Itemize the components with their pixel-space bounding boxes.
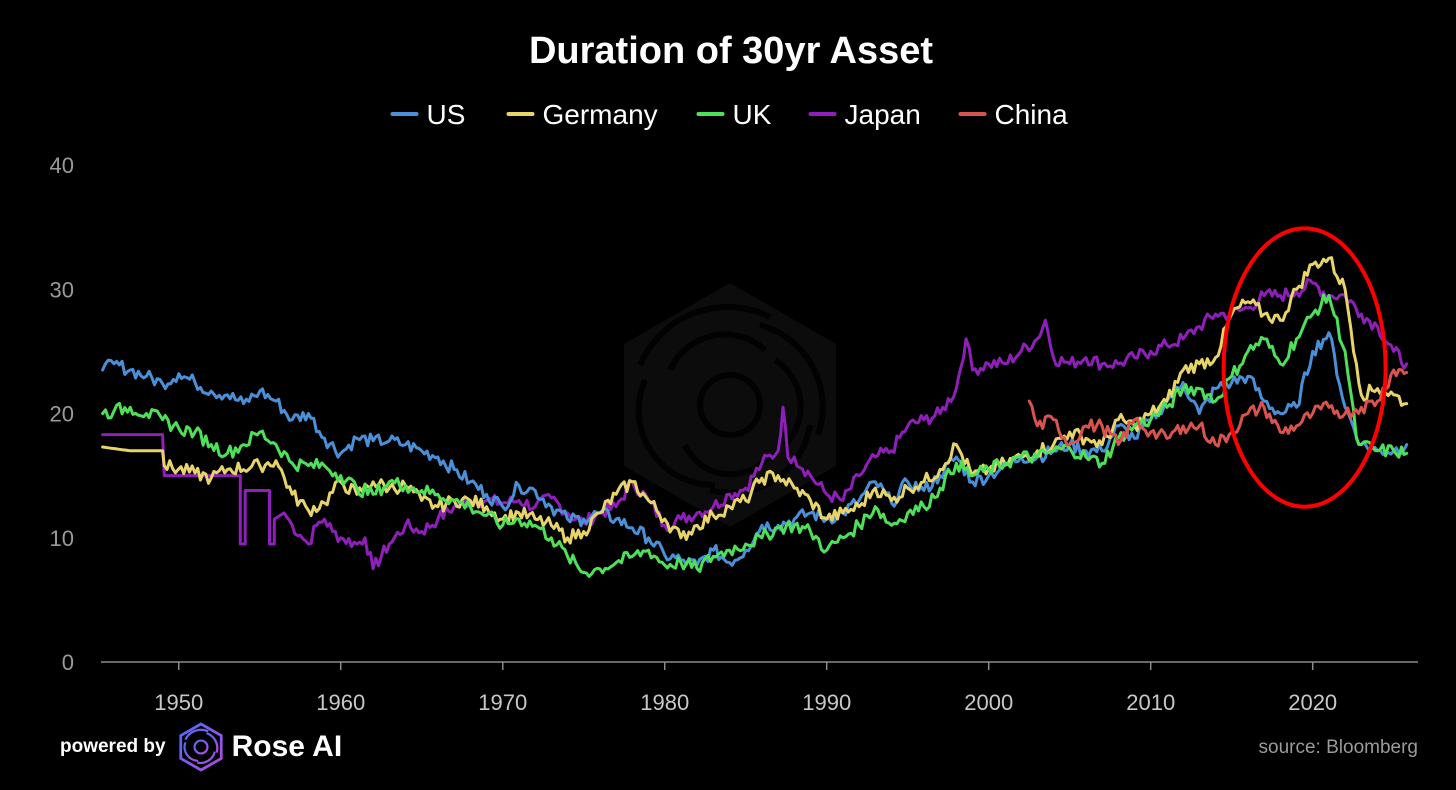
x-tick-label-2020: 2020 — [1288, 690, 1337, 715]
x-tick-label-2000: 2000 — [964, 690, 1013, 715]
y-tick-label-40: 40 — [50, 153, 74, 178]
x-tick-label-1990: 1990 — [802, 690, 851, 715]
y-tick-label-0: 0 — [62, 650, 74, 675]
legend-label-uk: UK — [733, 99, 772, 130]
y-tick-label-30: 30 — [50, 277, 74, 302]
series-layer — [101, 256, 1409, 578]
source-label: source: Bloomberg — [1258, 737, 1418, 758]
legend-label-germany: Germany — [543, 99, 658, 130]
watermark-logo — [624, 283, 836, 527]
legend-item-japan[interactable]: Japan — [808, 99, 921, 130]
chart-title: Duration of 30yr Asset — [529, 30, 933, 72]
annotation-layer — [1221, 226, 1388, 509]
x-tick-label-1960: 1960 — [316, 690, 365, 715]
y-axis: 0 10 20 30 40 — [50, 153, 74, 675]
legend-label-japan: Japan — [845, 99, 921, 130]
powered-by-badge[interactable]: powered by Rose AI — [60, 722, 342, 772]
y-tick-label-10: 10 — [50, 526, 74, 551]
legend-item-us[interactable]: US — [390, 99, 466, 130]
legend: US Germany UK Japan China — [390, 99, 1069, 130]
series-line-germany — [101, 256, 1409, 545]
legend-item-china[interactable]: China — [958, 99, 1069, 130]
y-tick-label-20: 20 — [50, 402, 74, 427]
rose-logo-icon — [178, 722, 223, 772]
x-tick-label-2010: 2010 — [1126, 690, 1175, 715]
legend-item-germany[interactable]: Germany — [506, 99, 658, 130]
legend-label-us: US — [427, 99, 466, 130]
series-line-uk — [101, 293, 1409, 578]
annotation-circle — [1221, 226, 1388, 509]
x-axis: 1950 1960 1970 1980 1990 2000 2010 2020 — [101, 661, 1418, 715]
x-tick-label-1980: 1980 — [640, 690, 689, 715]
series-line-japan — [101, 277, 1409, 571]
x-tick-label-1970: 1970 — [478, 690, 527, 715]
x-tick-label-1950: 1950 — [154, 690, 203, 715]
powered-by-label: powered by — [60, 736, 166, 757]
legend-label-china: China — [995, 99, 1069, 130]
brand-name: Rose AI — [231, 730, 343, 763]
legend-item-uk[interactable]: UK — [696, 99, 772, 130]
series-line-china — [1027, 368, 1409, 448]
